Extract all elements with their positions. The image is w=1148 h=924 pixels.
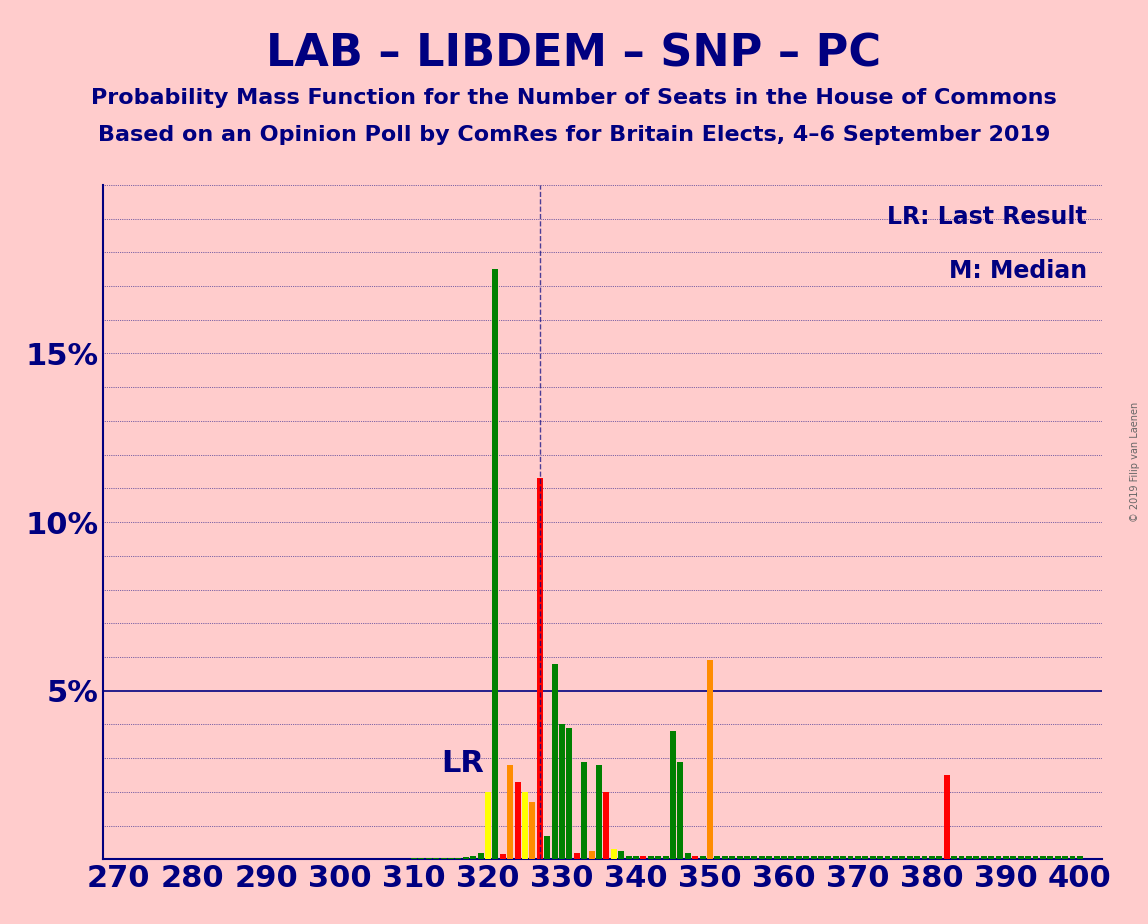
Bar [685, 853, 691, 859]
Bar [656, 856, 661, 859]
Bar [426, 858, 432, 859]
Bar [559, 724, 565, 859]
Bar [862, 856, 868, 859]
Bar [965, 856, 972, 859]
Bar [626, 856, 631, 859]
Text: M: Median: M: Median [949, 259, 1087, 283]
Bar [1032, 856, 1039, 859]
Bar [596, 765, 602, 859]
Bar [847, 856, 853, 859]
Bar [581, 761, 587, 859]
Bar [1040, 856, 1046, 859]
Bar [774, 856, 779, 859]
Bar [707, 661, 713, 859]
Bar [870, 856, 876, 859]
Bar [937, 856, 943, 859]
Bar [507, 765, 513, 859]
Bar [892, 856, 898, 859]
Bar [662, 856, 668, 859]
Bar [929, 856, 934, 859]
Bar [974, 856, 979, 859]
Bar [804, 856, 809, 859]
Bar [433, 858, 440, 859]
Bar [633, 856, 639, 859]
Bar [419, 858, 425, 859]
Bar [537, 479, 543, 859]
Bar [877, 856, 883, 859]
Bar [1047, 856, 1053, 859]
Bar [914, 856, 920, 859]
Bar [922, 856, 928, 859]
Bar [781, 856, 786, 859]
Bar [529, 802, 535, 859]
Bar [855, 856, 861, 859]
Bar [907, 856, 913, 859]
Bar [478, 853, 483, 859]
Bar [988, 856, 994, 859]
Bar [759, 856, 765, 859]
Text: LAB – LIBDEM – SNP – PC: LAB – LIBDEM – SNP – PC [266, 32, 882, 76]
Bar [885, 856, 891, 859]
Bar [899, 856, 906, 859]
Bar [832, 856, 839, 859]
Bar [441, 858, 447, 859]
Bar [1055, 856, 1061, 859]
Bar [522, 792, 528, 859]
Bar [737, 856, 743, 859]
Bar [766, 856, 773, 859]
Bar [825, 856, 831, 859]
Bar [492, 269, 498, 859]
Bar [980, 856, 986, 859]
Bar [995, 856, 1001, 859]
Bar [729, 856, 735, 859]
Bar [574, 853, 580, 859]
Bar [1018, 856, 1024, 859]
Bar [611, 849, 616, 859]
Bar [566, 728, 573, 859]
Bar [789, 856, 794, 859]
Text: LR: Last Result: LR: Last Result [887, 205, 1087, 229]
Bar [544, 835, 550, 859]
Bar [796, 856, 801, 859]
Bar [810, 856, 816, 859]
Bar [692, 856, 698, 859]
Bar [1070, 856, 1076, 859]
Bar [1010, 856, 1016, 859]
Bar [714, 856, 720, 859]
Bar [604, 792, 610, 859]
Bar [647, 856, 653, 859]
Text: LR: LR [442, 749, 484, 778]
Bar [670, 731, 676, 859]
Bar [699, 856, 706, 859]
Bar [514, 782, 520, 859]
Bar [1025, 856, 1031, 859]
Bar [1062, 856, 1068, 859]
Bar [752, 856, 758, 859]
Bar [552, 663, 558, 859]
Bar [677, 761, 683, 859]
Text: Based on an Opinion Poll by ComRes for Britain Elects, 4–6 September 2019: Based on an Opinion Poll by ComRes for B… [98, 125, 1050, 145]
Bar [840, 856, 846, 859]
Bar [959, 856, 964, 859]
Bar [411, 858, 417, 859]
Text: Probability Mass Function for the Number of Seats in the House of Commons: Probability Mass Function for the Number… [91, 88, 1057, 108]
Bar [456, 857, 461, 859]
Bar [471, 856, 476, 859]
Bar [619, 851, 625, 859]
Bar [448, 858, 453, 859]
Bar [499, 855, 506, 859]
Bar [589, 851, 595, 859]
Bar [486, 792, 491, 859]
Bar [944, 775, 949, 859]
Bar [641, 856, 646, 859]
Bar [1077, 856, 1083, 859]
Bar [463, 857, 468, 859]
Bar [1003, 856, 1009, 859]
Bar [819, 856, 824, 859]
Bar [744, 856, 750, 859]
Text: © 2019 Filip van Laenen: © 2019 Filip van Laenen [1130, 402, 1140, 522]
Bar [952, 856, 957, 859]
Bar [722, 856, 728, 859]
